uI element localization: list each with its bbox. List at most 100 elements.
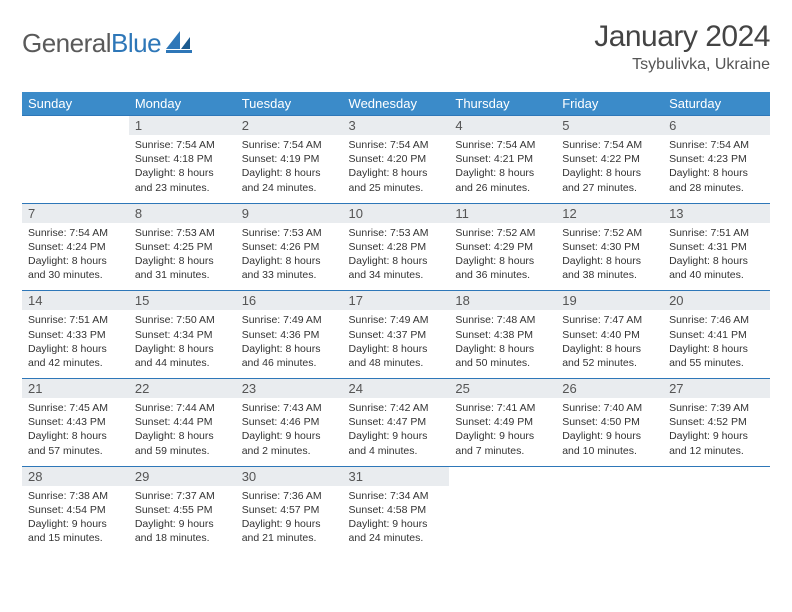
weekday-header: Tuesday: [236, 92, 343, 116]
weekday-header: Monday: [129, 92, 236, 116]
daylight-text: Daylight: 9 hours and 12 minutes.: [669, 429, 764, 457]
day-number: 8: [129, 204, 236, 223]
sunrise-text: Sunrise: 7:46 AM: [669, 313, 764, 327]
calendar-cell: 11Sunrise: 7:52 AMSunset: 4:29 PMDayligh…: [449, 203, 556, 291]
calendar-cell: 15Sunrise: 7:50 AMSunset: 4:34 PMDayligh…: [129, 291, 236, 379]
calendar-cell: 22Sunrise: 7:44 AMSunset: 4:44 PMDayligh…: [129, 379, 236, 467]
day-number: 29: [129, 467, 236, 486]
sunset-text: Sunset: 4:55 PM: [135, 503, 230, 517]
location: Tsybulivka, Ukraine: [594, 56, 770, 74]
calendar-cell: 28Sunrise: 7:38 AMSunset: 4:54 PMDayligh…: [22, 466, 129, 553]
day-body: Sunrise: 7:54 AMSunset: 4:23 PMDaylight:…: [663, 135, 770, 203]
day-body: Sunrise: 7:54 AMSunset: 4:19 PMDaylight:…: [236, 135, 343, 203]
calendar-cell: 5Sunrise: 7:54 AMSunset: 4:22 PMDaylight…: [556, 116, 663, 204]
sunrise-text: Sunrise: 7:49 AM: [349, 313, 444, 327]
day-number: 12: [556, 204, 663, 223]
calendar-row: 28Sunrise: 7:38 AMSunset: 4:54 PMDayligh…: [22, 466, 770, 553]
logo: GeneralBlue: [22, 28, 192, 59]
calendar-row: 21Sunrise: 7:45 AMSunset: 4:43 PMDayligh…: [22, 379, 770, 467]
daylight-text: Daylight: 9 hours and 4 minutes.: [349, 429, 444, 457]
day-body: Sunrise: 7:41 AMSunset: 4:49 PMDaylight:…: [449, 398, 556, 466]
daylight-text: Daylight: 9 hours and 7 minutes.: [455, 429, 550, 457]
sail-icon: [166, 31, 192, 58]
calendar-cell: 13Sunrise: 7:51 AMSunset: 4:31 PMDayligh…: [663, 203, 770, 291]
weekday-header: Saturday: [663, 92, 770, 116]
calendar-cell: 2Sunrise: 7:54 AMSunset: 4:19 PMDaylight…: [236, 116, 343, 204]
sunrise-text: Sunrise: 7:52 AM: [455, 226, 550, 240]
sunrise-text: Sunrise: 7:45 AM: [28, 401, 123, 415]
sunset-text: Sunset: 4:23 PM: [669, 152, 764, 166]
daylight-text: Daylight: 8 hours and 33 minutes.: [242, 254, 337, 282]
day-body: Sunrise: 7:39 AMSunset: 4:52 PMDaylight:…: [663, 398, 770, 466]
sunset-text: Sunset: 4:38 PM: [455, 328, 550, 342]
day-number: 2: [236, 116, 343, 135]
day-body: Sunrise: 7:36 AMSunset: 4:57 PMDaylight:…: [236, 486, 343, 554]
sunset-text: Sunset: 4:52 PM: [669, 415, 764, 429]
sunrise-text: Sunrise: 7:54 AM: [455, 138, 550, 152]
calendar-cell: 12Sunrise: 7:52 AMSunset: 4:30 PMDayligh…: [556, 203, 663, 291]
day-number: 20: [663, 291, 770, 310]
day-body: Sunrise: 7:37 AMSunset: 4:55 PMDaylight:…: [129, 486, 236, 554]
day-number: 22: [129, 379, 236, 398]
sunrise-text: Sunrise: 7:54 AM: [135, 138, 230, 152]
day-number: 26: [556, 379, 663, 398]
sunset-text: Sunset: 4:37 PM: [349, 328, 444, 342]
sunset-text: Sunset: 4:54 PM: [28, 503, 123, 517]
day-number: 30: [236, 467, 343, 486]
calendar-body: 1Sunrise: 7:54 AMSunset: 4:18 PMDaylight…: [22, 116, 770, 554]
calendar-cell: 31Sunrise: 7:34 AMSunset: 4:58 PMDayligh…: [343, 466, 450, 553]
sunset-text: Sunset: 4:50 PM: [562, 415, 657, 429]
day-number: 10: [343, 204, 450, 223]
day-body: Sunrise: 7:54 AMSunset: 4:22 PMDaylight:…: [556, 135, 663, 203]
calendar-cell: 10Sunrise: 7:53 AMSunset: 4:28 PMDayligh…: [343, 203, 450, 291]
calendar-cell: 25Sunrise: 7:41 AMSunset: 4:49 PMDayligh…: [449, 379, 556, 467]
daylight-text: Daylight: 8 hours and 55 minutes.: [669, 342, 764, 370]
daylight-text: Daylight: 8 hours and 42 minutes.: [28, 342, 123, 370]
daylight-text: Daylight: 8 hours and 52 minutes.: [562, 342, 657, 370]
day-number: 15: [129, 291, 236, 310]
day-body: Sunrise: 7:48 AMSunset: 4:38 PMDaylight:…: [449, 310, 556, 378]
day-body: Sunrise: 7:40 AMSunset: 4:50 PMDaylight:…: [556, 398, 663, 466]
day-body: Sunrise: 7:49 AMSunset: 4:37 PMDaylight:…: [343, 310, 450, 378]
daylight-text: Daylight: 8 hours and 46 minutes.: [242, 342, 337, 370]
sunset-text: Sunset: 4:44 PM: [135, 415, 230, 429]
day-number: 24: [343, 379, 450, 398]
day-body: Sunrise: 7:44 AMSunset: 4:44 PMDaylight:…: [129, 398, 236, 466]
calendar-cell: 19Sunrise: 7:47 AMSunset: 4:40 PMDayligh…: [556, 291, 663, 379]
day-body: Sunrise: 7:52 AMSunset: 4:30 PMDaylight:…: [556, 223, 663, 291]
sunset-text: Sunset: 4:57 PM: [242, 503, 337, 517]
sunset-text: Sunset: 4:21 PM: [455, 152, 550, 166]
day-body: Sunrise: 7:53 AMSunset: 4:25 PMDaylight:…: [129, 223, 236, 291]
calendar-cell: 21Sunrise: 7:45 AMSunset: 4:43 PMDayligh…: [22, 379, 129, 467]
day-body: Sunrise: 7:54 AMSunset: 4:21 PMDaylight:…: [449, 135, 556, 203]
sunrise-text: Sunrise: 7:53 AM: [349, 226, 444, 240]
sunset-text: Sunset: 4:25 PM: [135, 240, 230, 254]
daylight-text: Daylight: 8 hours and 38 minutes.: [562, 254, 657, 282]
day-body: Sunrise: 7:38 AMSunset: 4:54 PMDaylight:…: [22, 486, 129, 554]
calendar-cell: [22, 116, 129, 204]
day-number: 16: [236, 291, 343, 310]
sunset-text: Sunset: 4:19 PM: [242, 152, 337, 166]
weekday-header: Sunday: [22, 92, 129, 116]
sunrise-text: Sunrise: 7:39 AM: [669, 401, 764, 415]
daylight-text: Daylight: 9 hours and 21 minutes.: [242, 517, 337, 545]
day-body: Sunrise: 7:54 AMSunset: 4:18 PMDaylight:…: [129, 135, 236, 203]
calendar-row: 7Sunrise: 7:54 AMSunset: 4:24 PMDaylight…: [22, 203, 770, 291]
day-number: 25: [449, 379, 556, 398]
sunrise-text: Sunrise: 7:41 AM: [455, 401, 550, 415]
day-number: 7: [22, 204, 129, 223]
daylight-text: Daylight: 8 hours and 24 minutes.: [242, 166, 337, 194]
sunset-text: Sunset: 4:30 PM: [562, 240, 657, 254]
daylight-text: Daylight: 9 hours and 15 minutes.: [28, 517, 123, 545]
weekday-header: Wednesday: [343, 92, 450, 116]
daylight-text: Daylight: 8 hours and 31 minutes.: [135, 254, 230, 282]
day-body: Sunrise: 7:54 AMSunset: 4:20 PMDaylight:…: [343, 135, 450, 203]
day-number: 18: [449, 291, 556, 310]
sunset-text: Sunset: 4:43 PM: [28, 415, 123, 429]
calendar-cell: 26Sunrise: 7:40 AMSunset: 4:50 PMDayligh…: [556, 379, 663, 467]
calendar-table: SundayMondayTuesdayWednesdayThursdayFrid…: [22, 92, 770, 553]
sunset-text: Sunset: 4:29 PM: [455, 240, 550, 254]
daylight-text: Daylight: 9 hours and 10 minutes.: [562, 429, 657, 457]
calendar-cell: [449, 466, 556, 553]
day-body: Sunrise: 7:49 AMSunset: 4:36 PMDaylight:…: [236, 310, 343, 378]
